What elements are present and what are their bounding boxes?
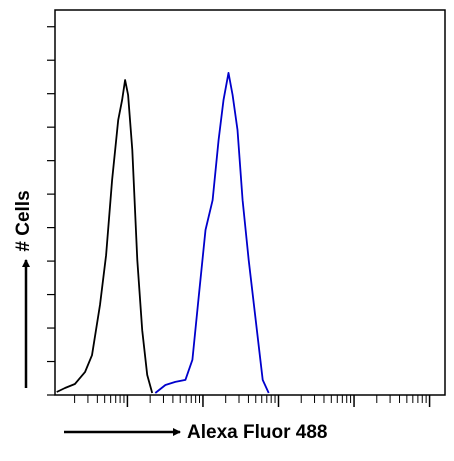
histogram-line bbox=[56, 79, 154, 394]
x-axis-label: Alexa Fluor 488 bbox=[187, 422, 327, 443]
histogram-line bbox=[154, 72, 270, 394]
y-axis-label: # Cells bbox=[13, 190, 34, 251]
plot-frame bbox=[54, 9, 446, 396]
